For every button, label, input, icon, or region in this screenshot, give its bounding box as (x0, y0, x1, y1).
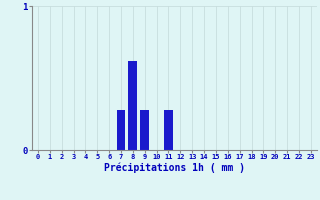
X-axis label: Précipitations 1h ( mm ): Précipitations 1h ( mm ) (104, 163, 245, 173)
Bar (128, 61, 137, 150)
Bar (116, 110, 125, 150)
Bar (164, 110, 173, 150)
Bar (140, 110, 149, 150)
